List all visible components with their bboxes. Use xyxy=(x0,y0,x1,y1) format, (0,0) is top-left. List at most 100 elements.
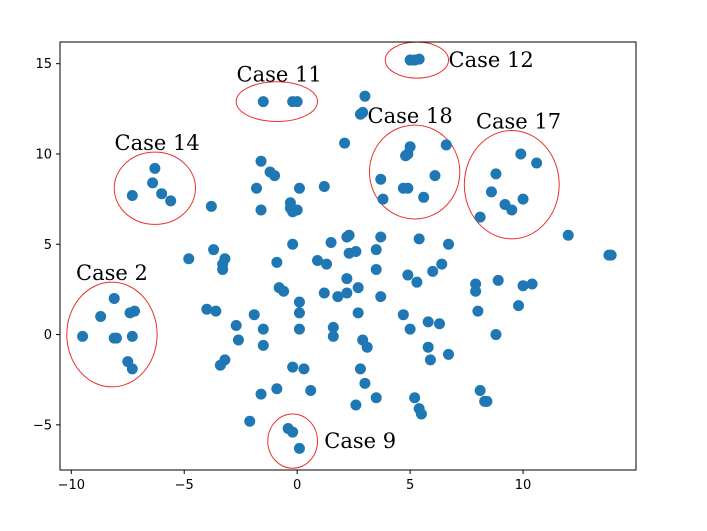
data-point xyxy=(474,385,486,397)
data-point xyxy=(305,385,317,397)
data-point xyxy=(415,408,427,420)
y-tick-label: 5 xyxy=(44,238,52,253)
data-point xyxy=(251,182,263,194)
data-point xyxy=(357,106,369,118)
data-point xyxy=(470,285,482,297)
annotation-ellipse xyxy=(463,129,560,240)
data-point xyxy=(352,307,364,319)
data-point xyxy=(244,415,256,427)
data-point xyxy=(354,363,366,375)
y-tick-label: 10 xyxy=(35,147,52,162)
data-point xyxy=(350,245,362,257)
data-point xyxy=(210,305,222,317)
data-point xyxy=(95,310,107,322)
data-point xyxy=(232,334,244,346)
data-point xyxy=(108,292,120,304)
data-point xyxy=(257,339,269,351)
annotation-label: Case 12 xyxy=(449,48,534,72)
data-point xyxy=(440,139,452,151)
data-point xyxy=(156,188,168,200)
annotation-ellipse xyxy=(267,413,319,469)
data-point xyxy=(332,291,344,303)
data-point xyxy=(490,168,502,180)
data-point xyxy=(350,399,362,411)
data-point xyxy=(375,231,387,243)
data-point xyxy=(377,193,389,205)
data-point xyxy=(327,321,339,333)
data-point xyxy=(375,173,387,185)
data-point xyxy=(126,330,138,342)
data-point xyxy=(413,233,425,245)
y-tick-label: 0 xyxy=(44,328,52,343)
data-point xyxy=(402,182,414,194)
annotation-label: Case 18 xyxy=(368,104,453,128)
data-point xyxy=(124,307,136,319)
data-point xyxy=(436,258,448,270)
data-point xyxy=(427,265,439,277)
annotation-ellipse xyxy=(113,151,197,225)
data-point xyxy=(402,269,414,281)
data-point xyxy=(293,323,305,335)
data-point xyxy=(147,177,159,189)
data-point xyxy=(531,157,543,169)
data-point xyxy=(205,200,217,212)
data-point xyxy=(318,180,330,192)
data-point xyxy=(298,363,310,375)
y-tick-label: −5 xyxy=(33,418,52,433)
data-point xyxy=(409,392,421,404)
data-point xyxy=(411,276,423,288)
data-point xyxy=(433,318,445,330)
data-point xyxy=(126,363,138,375)
data-point xyxy=(341,287,353,299)
data-point xyxy=(418,191,430,203)
data-point xyxy=(293,296,305,308)
data-point xyxy=(343,229,355,241)
data-point xyxy=(397,309,409,321)
data-point xyxy=(126,190,138,202)
data-point xyxy=(293,307,305,319)
annotation-label: Case 2 xyxy=(76,261,148,285)
annotation-labels: Case 12 Case 11 Case 18 Case 17 Case 14 Case … xyxy=(76,48,561,453)
annotation-ellipse xyxy=(66,281,158,388)
data-point xyxy=(490,329,502,341)
data-point xyxy=(359,377,371,389)
data-point xyxy=(293,182,305,194)
data-point xyxy=(248,309,260,321)
data-point xyxy=(108,332,120,344)
data-point xyxy=(513,300,525,312)
data-point xyxy=(325,236,337,248)
annotation-ellipse xyxy=(368,124,461,220)
data-point xyxy=(255,204,267,216)
axis-ticks: −10 −5 0 5 10 −5 0 5 10 15 xyxy=(33,57,532,493)
data-point xyxy=(271,256,283,268)
data-point xyxy=(255,155,267,167)
data-point xyxy=(287,361,299,373)
data-point xyxy=(481,395,493,407)
data-point xyxy=(370,392,382,404)
data-point xyxy=(404,323,416,335)
data-point xyxy=(443,348,455,360)
data-point xyxy=(287,426,299,438)
data-point xyxy=(255,388,267,400)
data-point xyxy=(293,442,305,454)
data-point xyxy=(359,90,371,102)
data-point xyxy=(370,264,382,276)
data-point xyxy=(183,253,195,265)
data-point xyxy=(422,316,434,328)
annotation-label: Case 11 xyxy=(237,63,322,87)
data-point xyxy=(485,186,497,198)
data-point xyxy=(526,278,538,290)
data-point xyxy=(472,305,484,317)
annotation-ellipses xyxy=(66,41,560,469)
data-point xyxy=(517,280,529,292)
annotation-label: Case 9 xyxy=(324,429,396,453)
data-point xyxy=(77,330,89,342)
data-point xyxy=(287,238,299,250)
x-tick-label: −5 xyxy=(175,478,194,493)
data-point xyxy=(375,291,387,303)
data-point xyxy=(517,193,529,205)
data-point xyxy=(271,383,283,395)
data-point xyxy=(321,258,333,270)
data-point xyxy=(327,330,339,342)
